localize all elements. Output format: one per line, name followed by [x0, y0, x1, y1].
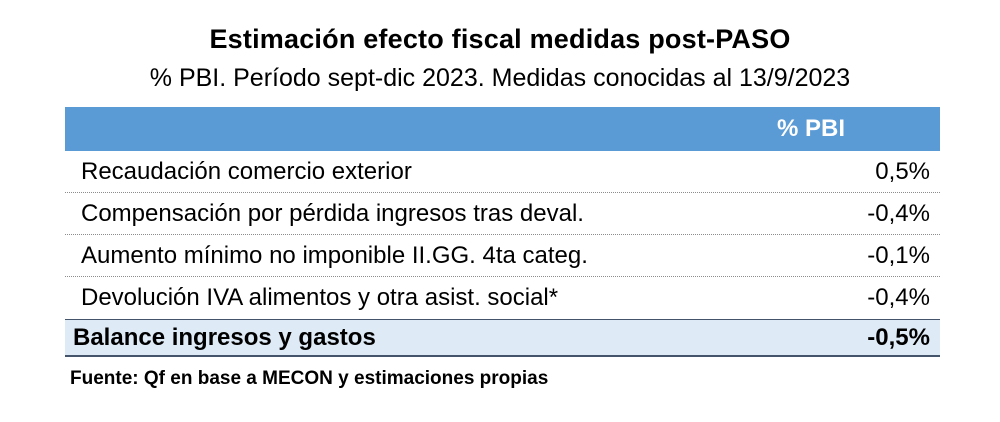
row-value: -0,4% [867, 199, 930, 227]
total-row-value: -0,5% [867, 323, 930, 351]
row-label: Devolución IVA alimentos y otra asist. s… [81, 284, 559, 311]
table-row: Aumento mínimo no imponible II.GG. 4ta c… [65, 235, 940, 277]
pbi-column-header: % PBI [776, 115, 845, 142]
row-value: -0,4% [867, 284, 930, 311]
total-row-label: Balance ingresos y gastos [73, 323, 376, 351]
fiscal-estimate-figure: Estimación efecto fiscal medidas post-PA… [65, 24, 940, 389]
page-title: Estimación efecto fiscal medidas post-PA… [209, 24, 791, 54]
table-row: Devolución IVA alimentos y otra asist. s… [65, 277, 940, 319]
table-row: Compensación por pérdida ingresos tras d… [65, 193, 940, 235]
fiscal-table: % PBI Recaudación comercio exterior 0,5%… [65, 107, 940, 357]
row-label: Aumento mínimo no imponible II.GG. 4ta c… [81, 241, 588, 269]
source-note: Fuente: Qf en base a MECON y estimacione… [70, 368, 549, 389]
row-value: -0,1% [867, 241, 930, 269]
row-label: Compensación por pérdida ingresos tras d… [81, 199, 584, 227]
page-subtitle: % PBI. Período sept-dic 2023. Medidas co… [149, 64, 851, 92]
total-row: Balance ingresos y gastos -0,5% [65, 319, 940, 357]
row-value: 0,5% [875, 157, 930, 185]
row-label: Recaudación comercio exterior [81, 157, 412, 185]
table-row: Recaudación comercio exterior 0,5% [65, 151, 940, 193]
table-header-row: % PBI [65, 107, 940, 151]
